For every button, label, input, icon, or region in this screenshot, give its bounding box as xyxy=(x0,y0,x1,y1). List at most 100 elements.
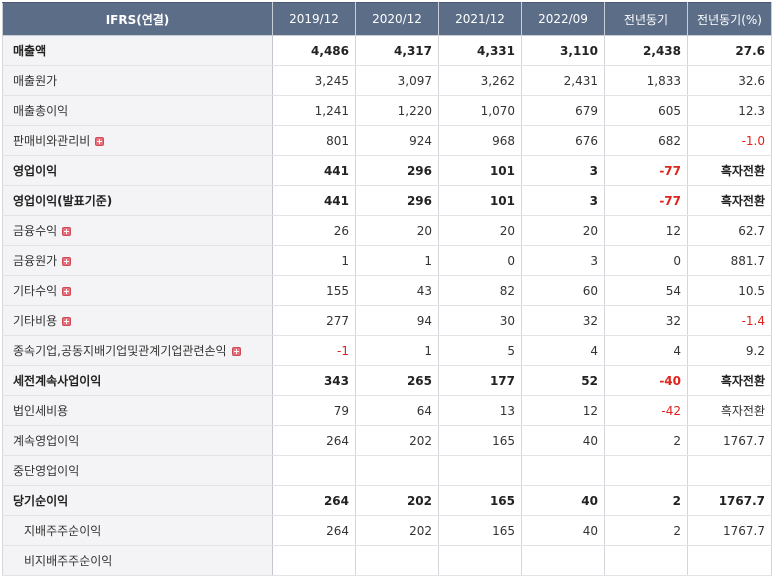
row-label: 매출총이익 xyxy=(13,104,69,118)
value-cell: 0 xyxy=(604,245,688,276)
value-cell: 1767.7 xyxy=(687,485,772,516)
value-cell xyxy=(687,545,772,576)
value-cell xyxy=(355,545,439,576)
value-cell: 3 xyxy=(521,185,605,216)
value-cell: 12 xyxy=(604,215,688,246)
value-cell: -40 xyxy=(604,365,688,396)
value-cell: 43 xyxy=(355,275,439,306)
value-cell xyxy=(604,545,688,576)
value-cell: -1.0 xyxy=(687,125,772,156)
value-cell: 101 xyxy=(438,155,522,186)
value-cell: 82 xyxy=(438,275,522,306)
value-cell: 32 xyxy=(521,305,605,336)
value-cell: 3 xyxy=(521,155,605,186)
plus-expand-icon[interactable] xyxy=(62,317,72,326)
value-cell: 968 xyxy=(438,125,522,156)
header-prev-period-pct: 전년동기(%) xyxy=(687,2,772,36)
value-cell: 20 xyxy=(438,215,522,246)
value-cell: -77 xyxy=(604,155,688,186)
header-2022-09: 2022/09 xyxy=(521,2,605,36)
value-cell: 165 xyxy=(438,485,522,516)
value-cell: 32 xyxy=(604,305,688,336)
row-label-cell: 법인세비용 xyxy=(2,395,273,426)
value-cell xyxy=(438,455,522,486)
value-cell: 101 xyxy=(438,185,522,216)
row-label: 세전계속사업이익 xyxy=(13,374,102,388)
value-cell: 679 xyxy=(521,95,605,126)
row-label: 매출액 xyxy=(13,44,47,58)
value-cell: 881.7 xyxy=(687,245,772,276)
value-cell: 4 xyxy=(604,335,688,366)
plus-expand-icon[interactable] xyxy=(62,257,72,266)
value-cell: 94 xyxy=(355,305,439,336)
row-label: 판매비와관리비 xyxy=(13,134,91,148)
plus-expand-icon[interactable] xyxy=(231,347,241,356)
row-label-cell[interactable]: 금융수익 xyxy=(2,215,273,246)
value-cell: 165 xyxy=(438,425,522,456)
row-label: 지배주주순이익 xyxy=(24,524,102,538)
row-label-cell: 비지배주주순이익 xyxy=(2,545,273,576)
table-row: 지배주주순이익 264 202 165 40 2 1767.7 xyxy=(2,515,772,546)
value-cell: 2,431 xyxy=(521,65,605,96)
value-cell: 54 xyxy=(604,275,688,306)
value-cell xyxy=(272,545,356,576)
value-cell: 1 xyxy=(355,335,439,366)
row-label: 금융수익 xyxy=(13,224,58,238)
row-label-cell[interactable]: 금융원가 xyxy=(2,245,273,276)
value-cell: 20 xyxy=(521,215,605,246)
row-label: 종속기업,공동지배기업및관계기업관련손익 xyxy=(13,344,227,358)
row-label-cell[interactable]: 종속기업,공동지배기업및관계기업관련손익 xyxy=(2,335,273,366)
table-row: 금융원가 1 1 0 3 0 881.7 xyxy=(2,245,772,276)
value-cell: 13 xyxy=(438,395,522,426)
value-cell: 40 xyxy=(521,425,605,456)
value-cell: 3,262 xyxy=(438,65,522,96)
value-cell: -77 xyxy=(604,185,688,216)
row-label: 기타수익 xyxy=(13,284,58,298)
value-cell: 343 xyxy=(272,365,356,396)
value-cell: 흑자전환 xyxy=(687,365,772,396)
value-cell: 4,486 xyxy=(272,35,356,66)
row-label-cell: 매출총이익 xyxy=(2,95,273,126)
row-label-cell[interactable]: 판매비와관리비 xyxy=(2,125,273,156)
value-cell: 1 xyxy=(272,245,356,276)
row-label-cell: 매출액 xyxy=(2,35,273,66)
row-label-cell[interactable]: 기타비용 xyxy=(2,305,273,336)
row-label-cell[interactable]: 기타수익 xyxy=(2,275,273,306)
value-cell: 3,110 xyxy=(521,35,605,66)
value-cell: 441 xyxy=(272,155,356,186)
row-label: 금융원가 xyxy=(13,254,58,268)
value-cell: 40 xyxy=(521,485,605,516)
table-row: 영업이익 441 296 101 3 -77 흑자전환 xyxy=(2,155,772,186)
value-cell: 155 xyxy=(272,275,356,306)
table-row: 금융수익 26 20 20 20 12 62.7 xyxy=(2,215,772,246)
table-row: 매출원가 3,245 3,097 3,262 2,431 1,833 32.6 xyxy=(2,65,772,96)
row-label-cell: 계속영업이익 xyxy=(2,425,273,456)
table-row: 당기순이익 264 202 165 40 2 1767.7 xyxy=(2,485,772,516)
value-cell: 296 xyxy=(355,185,439,216)
value-cell: 30 xyxy=(438,305,522,336)
plus-expand-icon[interactable] xyxy=(95,137,105,146)
value-cell: 27.6 xyxy=(687,35,772,66)
row-label: 법인세비용 xyxy=(13,404,69,418)
value-cell: 924 xyxy=(355,125,439,156)
value-cell xyxy=(355,455,439,486)
value-cell: 264 xyxy=(272,425,356,456)
value-cell: -1 xyxy=(272,335,356,366)
table-row: 매출액 4,486 4,317 4,331 3,110 2,438 27.6 xyxy=(2,35,772,66)
value-cell: 40 xyxy=(521,515,605,546)
plus-expand-icon[interactable] xyxy=(62,287,72,296)
table-row: 비지배주주순이익 xyxy=(2,545,772,576)
value-cell: 9.2 xyxy=(687,335,772,366)
plus-expand-icon[interactable] xyxy=(62,227,72,236)
value-cell: 265 xyxy=(355,365,439,396)
value-cell: 676 xyxy=(521,125,605,156)
row-label-cell: 영업이익 xyxy=(2,155,273,186)
value-cell: 3,245 xyxy=(272,65,356,96)
table-row: 세전계속사업이익 343 265 177 52 -40 흑자전환 xyxy=(2,365,772,396)
value-cell: 흑자전환 xyxy=(687,155,772,186)
value-cell: 682 xyxy=(604,125,688,156)
value-cell: 441 xyxy=(272,185,356,216)
header-ifrs: IFRS(연결) xyxy=(2,2,273,36)
row-label-cell: 매출원가 xyxy=(2,65,273,96)
